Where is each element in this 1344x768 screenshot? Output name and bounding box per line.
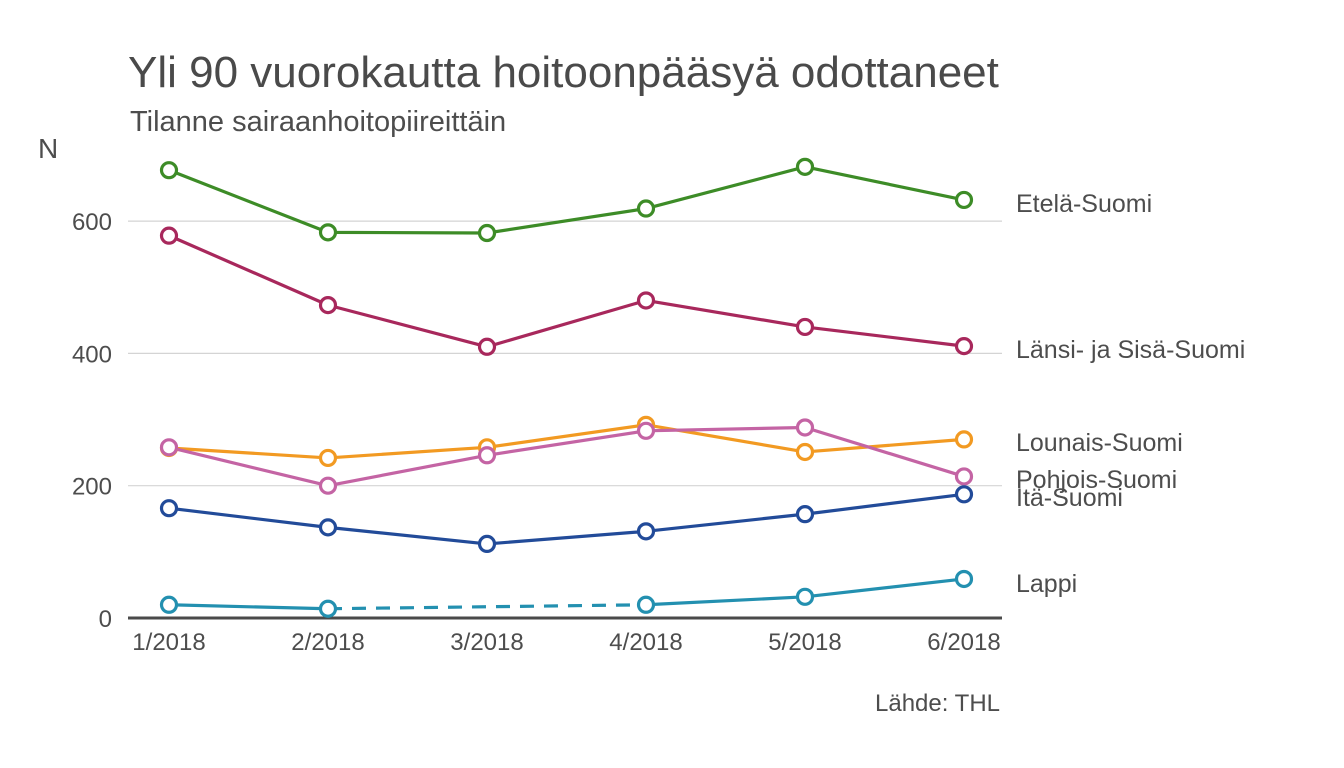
data-point bbox=[795, 418, 815, 437]
data-point bbox=[477, 446, 497, 465]
data-point bbox=[636, 199, 656, 218]
x-tick-label: 2/2018 bbox=[291, 629, 364, 656]
series-lines bbox=[168, 165, 965, 611]
series-label: Lappi bbox=[1016, 570, 1077, 598]
y-axis: 0 200 400 600 bbox=[72, 209, 112, 633]
series-points bbox=[159, 157, 974, 618]
data-point bbox=[318, 296, 338, 315]
source-caption: Lähde: THL bbox=[875, 690, 1000, 717]
data-point bbox=[318, 518, 338, 537]
data-point bbox=[954, 467, 974, 486]
data-point bbox=[159, 161, 179, 180]
data-point bbox=[159, 226, 179, 245]
series-line bbox=[168, 425, 965, 488]
data-point bbox=[477, 534, 497, 554]
data-point bbox=[318, 223, 338, 242]
y-tick-label: 600 bbox=[72, 209, 112, 236]
x-tick-label: 3/2018 bbox=[450, 629, 523, 656]
series-line bbox=[168, 492, 965, 546]
chart-title: Yli 90 vuorokautta hoitoonpääsyä odottan… bbox=[128, 48, 999, 97]
x-tick-label: 6/2018 bbox=[927, 629, 1000, 656]
data-point bbox=[795, 157, 815, 176]
data-point bbox=[954, 190, 974, 210]
data-point bbox=[318, 476, 338, 495]
data-point bbox=[477, 337, 497, 356]
series-labels: Etelä-Suomi Länsi- ja Sisä-Suomi Lounais-S… bbox=[1016, 190, 1245, 598]
data-point bbox=[954, 337, 974, 356]
data-point bbox=[954, 430, 974, 449]
data-point bbox=[477, 223, 497, 243]
x-tick-label: 4/2018 bbox=[609, 629, 682, 656]
data-point bbox=[159, 595, 179, 614]
data-point bbox=[954, 485, 974, 504]
series-label: Länsi- ja Sisä-Suomi bbox=[1016, 336, 1245, 364]
series-line bbox=[168, 234, 965, 349]
data-point bbox=[795, 505, 815, 524]
x-tick-label: 5/2018 bbox=[768, 629, 841, 656]
x-tick-label: 1/2018 bbox=[132, 629, 205, 656]
data-point bbox=[954, 569, 974, 589]
data-point bbox=[636, 595, 656, 614]
chart-subtitle: Tilanne sairaanhoitopiireittäin bbox=[130, 106, 507, 138]
series-label: Etelä-Suomi bbox=[1016, 190, 1152, 218]
series-label: Itä-Suomi bbox=[1016, 484, 1123, 512]
series-line bbox=[168, 165, 965, 235]
series-label: Lounais-Suomi bbox=[1016, 429, 1183, 457]
y-tick-label: 0 bbox=[99, 606, 112, 633]
series-line bbox=[168, 423, 965, 460]
data-point bbox=[159, 499, 179, 518]
data-point bbox=[636, 522, 656, 541]
series-line-gap bbox=[327, 603, 647, 611]
y-axis-label: N bbox=[38, 133, 58, 164]
data-point bbox=[318, 599, 338, 618]
data-point bbox=[636, 421, 656, 440]
series-line bbox=[168, 603, 329, 611]
data-point bbox=[636, 291, 656, 310]
data-point bbox=[795, 442, 815, 462]
data-point bbox=[795, 317, 815, 337]
data-point bbox=[159, 438, 179, 457]
x-axis: 1/2018 2/2018 3/2018 4/2018 5/2018 6/2018 bbox=[128, 616, 1002, 656]
data-point bbox=[318, 448, 338, 468]
data-point bbox=[795, 587, 815, 606]
y-tick-label: 400 bbox=[72, 341, 112, 368]
series-label: Pohjois-Suomi bbox=[1016, 466, 1177, 494]
y-tick-label: 200 bbox=[72, 474, 112, 501]
